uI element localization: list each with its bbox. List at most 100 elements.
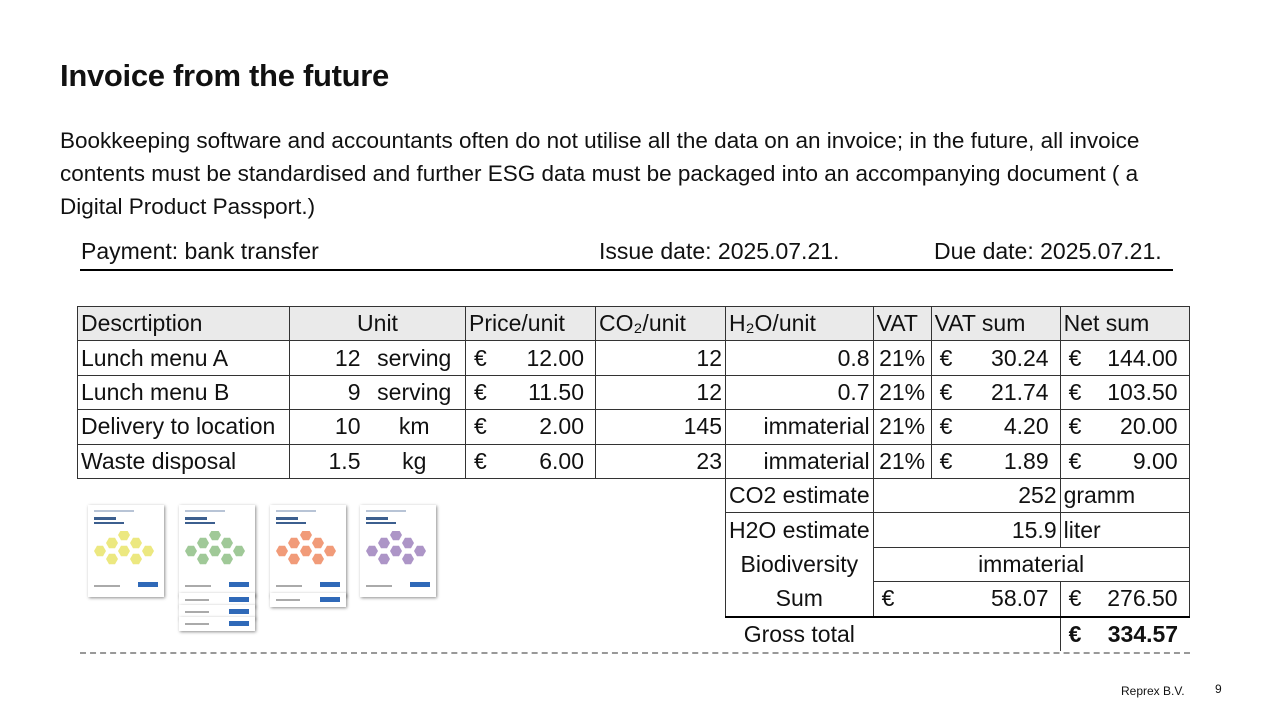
cell-vat-sum: €21.74: [930, 374, 1061, 411]
cell-h2o: 0.7: [725, 374, 874, 411]
cell-vat-sum-amount: 1.89: [1003, 447, 1049, 474]
currency-symbol: €: [881, 585, 895, 612]
col-vat-sum: VAT sum: [930, 305, 1061, 342]
table-row: Lunch menu B 9 serving €11.50 12 0.7 21% €21.74…: [77, 374, 1190, 411]
cell-co2: 12: [595, 374, 726, 411]
cell-vat-sum: €1.89: [930, 443, 1061, 479]
currency-symbol: €: [1068, 447, 1082, 474]
sum-row: Sum €58.07 €276.50: [78, 581, 1190, 618]
gross-total-amount: 334.57: [1107, 620, 1179, 647]
currency-symbol: €: [474, 447, 487, 474]
co2-estimate-unit: gramm: [1059, 477, 1190, 514]
co2-estimate-label: CO2 estimate: [725, 478, 874, 514]
biodiversity-row: Biodiversity immaterial: [78, 546, 1190, 583]
header-row: Descrtiption Unit Price/unit CO₂/unit H₂…: [77, 305, 1190, 342]
cell-vat-sum-amount: 4.20: [1003, 413, 1049, 440]
biodiversity-label: Biodiversity: [725, 547, 874, 582]
report-cover: [88, 505, 164, 597]
cell-net-sum-amount: 9.00: [1132, 447, 1178, 474]
footer-company: Reprex B.V.: [1121, 684, 1185, 698]
sum-net: €276.50: [1059, 581, 1190, 618]
cell-unit: serving: [363, 374, 466, 411]
gross-total-label: Gross total: [743, 620, 855, 647]
cell-net-sum-amount: 144.00: [1107, 344, 1178, 371]
cell-net-sum: €144.00: [1059, 340, 1190, 376]
col-h2o: H₂O/unit: [725, 305, 874, 342]
currency-symbol: €: [1068, 620, 1082, 647]
h2o-estimate-unit: liter: [1059, 512, 1190, 548]
cell-unit: km: [363, 409, 466, 445]
slide-title: Invoice from the future: [60, 58, 389, 93]
table-row: Delivery to location 10 km €2.00 145 immateri…: [77, 409, 1190, 445]
cell-net-sum: €20.00: [1059, 409, 1190, 445]
page-number: 9: [1215, 682, 1222, 696]
sum-label: Sum: [725, 581, 874, 618]
report-cover: [270, 505, 346, 597]
cell-price: €2.00: [465, 409, 596, 445]
cell-net-sum: €9.00: [1059, 443, 1190, 479]
cell-description: Waste disposal: [77, 443, 290, 479]
col-net-sum: Net sum: [1059, 305, 1190, 342]
intro-paragraph: Bookkeeping software and accountants oft…: [60, 128, 1140, 219]
cell-net-sum-amount: 20.00: [1120, 413, 1178, 440]
cell-co2: 23: [595, 443, 726, 479]
report-cover: [360, 505, 436, 597]
currency-symbol: €: [939, 378, 953, 405]
currency-symbol: €: [939, 447, 953, 474]
cell-net-sum-amount: 103.50: [1107, 378, 1178, 405]
hexagon-pattern-icon: [94, 531, 154, 565]
col-price: Price/unit: [465, 305, 596, 342]
cell-h2o: immaterial: [725, 443, 874, 479]
cell-description: Lunch menu A: [77, 340, 290, 376]
cell-net-sum: €103.50: [1059, 374, 1190, 411]
h2o-estimate-label: H2O estimate: [725, 512, 874, 548]
currency-symbol: €: [1068, 344, 1082, 371]
cell-quantity: 10: [289, 409, 364, 445]
col-unit: Unit: [289, 305, 466, 342]
due-date: Due date: 2025.07.21.: [934, 238, 1162, 264]
col-co2: CO₂/unit: [595, 305, 726, 342]
currency-symbol: €: [474, 344, 487, 371]
cell-quantity: 9: [289, 374, 364, 411]
cell-description: Lunch menu B: [77, 374, 290, 411]
payment-line: Payment: bank transfer Issue date: 2025.…: [80, 236, 1173, 271]
dashed-divider: [80, 652, 1190, 654]
cell-vat-sum-amount: 21.74: [991, 378, 1049, 405]
cell-description: Delivery to location: [77, 409, 290, 445]
cell-vat-sum: €30.24: [930, 340, 1061, 376]
gross-total-row: Gross total €334.57: [78, 616, 1190, 651]
co2-estimate-value: 252: [872, 477, 1061, 514]
cell-price-amount: 11.50: [528, 378, 584, 405]
gross-total-value: €334.57: [1059, 616, 1190, 651]
sum-vat-amount: 58.07: [991, 585, 1049, 612]
currency-symbol: €: [939, 413, 953, 440]
cell-price: €12.00: [465, 340, 596, 376]
cell-h2o: 0.8: [725, 340, 874, 376]
table-row: Lunch menu A 12 serving €12.00 12 0.8 21% €30.2…: [77, 340, 1190, 376]
invoice-table: Descrtiption Unit Price/unit CO₂/unit H₂…: [77, 305, 1190, 651]
sum-net-amount: 276.50: [1107, 585, 1178, 612]
cell-price: €11.50: [465, 374, 596, 411]
cell-price-amount: 2.00: [539, 413, 584, 440]
table-row: Waste disposal 1.5 kg €6.00 23 immaterial 21% €…: [77, 443, 1190, 479]
sum-vat: €58.07: [872, 581, 1061, 618]
currency-symbol: €: [1068, 413, 1082, 440]
h2o-estimate-value: 15.9: [872, 512, 1061, 548]
cell-unit: kg: [363, 443, 466, 479]
cell-quantity: 1.5: [289, 443, 364, 479]
cell-price-amount: 12.00: [526, 344, 584, 371]
issue-date: Issue date: 2025.07.21.: [599, 238, 840, 264]
cell-price-amount: 6.00: [539, 447, 584, 474]
hexagon-pattern-icon: [185, 531, 245, 565]
report-cover-stack: [179, 593, 255, 607]
currency-symbol: €: [474, 378, 487, 405]
cell-co2: 145: [595, 409, 726, 445]
cell-vat-sum-amount: 30.24: [991, 344, 1049, 371]
co2-estimate-row: CO2 estimate 252 gramm: [78, 477, 1190, 514]
currency-symbol: €: [1068, 378, 1082, 405]
currency-symbol: €: [474, 413, 487, 440]
col-description: Descrtiption: [77, 305, 290, 342]
cell-price: €6.00: [465, 443, 596, 479]
cell-quantity: 12: [289, 340, 364, 376]
cell-h2o: immaterial: [725, 409, 874, 445]
